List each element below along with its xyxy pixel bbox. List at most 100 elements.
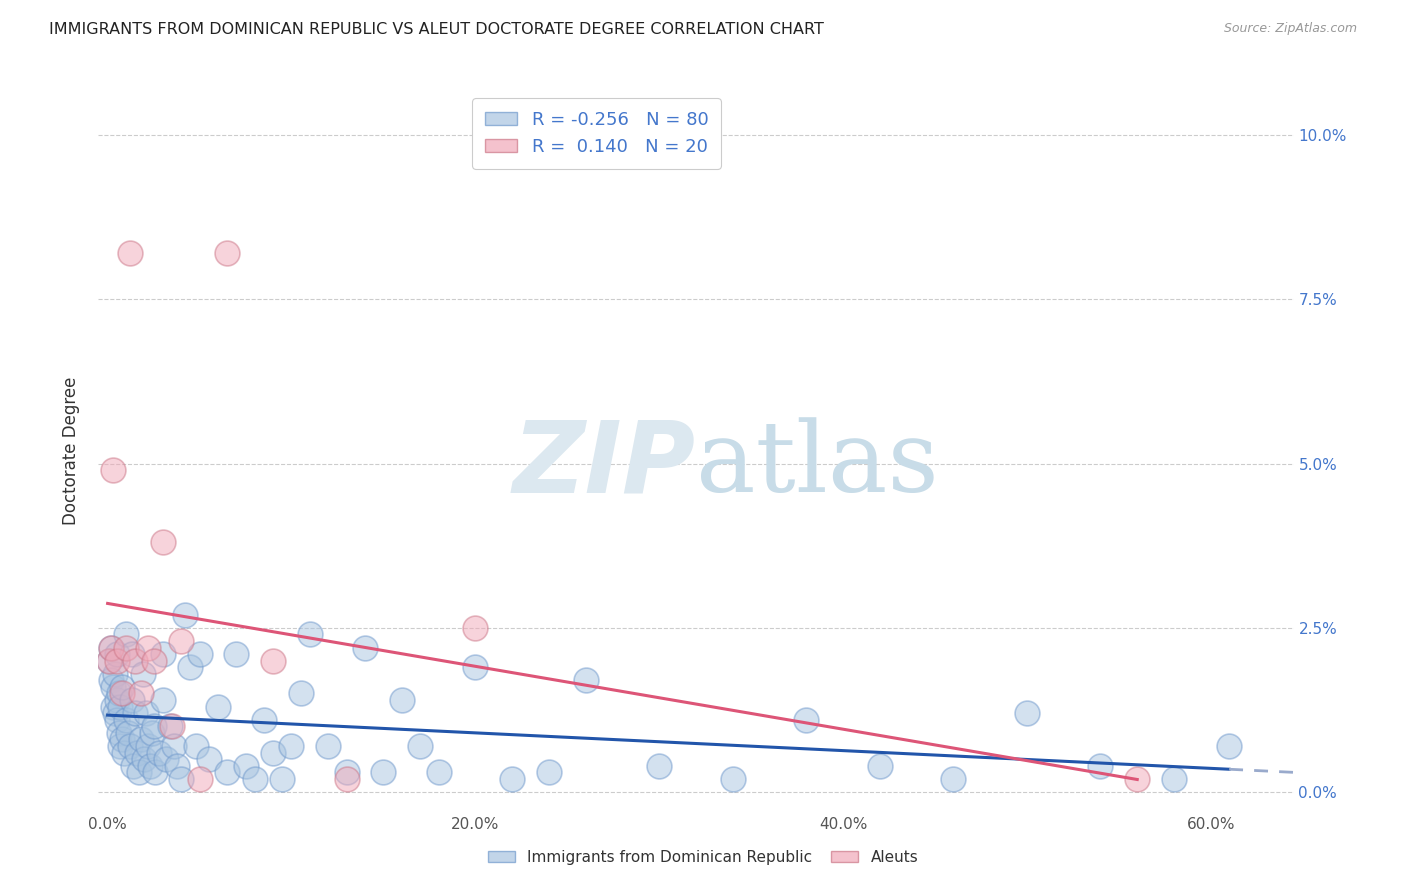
Point: [142, 719, 165, 733]
Point: [537, 765, 560, 780]
Point: [121, 693, 143, 707]
Point: [101, 680, 124, 694]
Point: [111, 686, 134, 700]
Legend: R = -0.256   N = 80, R =  0.140   N = 20: R = -0.256 N = 80, R = 0.140 N = 20: [472, 98, 721, 169]
Point: [145, 765, 167, 780]
Point: [262, 654, 284, 668]
Point: [100, 640, 122, 655]
Point: [464, 660, 486, 674]
Point: [648, 758, 671, 772]
Point: [794, 713, 817, 727]
Point: [336, 765, 359, 780]
Point: [464, 621, 486, 635]
Point: [125, 746, 148, 760]
Point: [170, 634, 193, 648]
Point: [115, 713, 138, 727]
Point: [1163, 772, 1185, 786]
Point: [118, 739, 141, 753]
Point: [148, 746, 170, 760]
Point: [217, 246, 239, 260]
Point: [134, 752, 156, 766]
Point: [105, 647, 128, 661]
Point: [101, 463, 124, 477]
Point: [409, 739, 432, 753]
Point: [117, 726, 139, 740]
Point: [280, 739, 302, 753]
Point: [1218, 739, 1240, 753]
Point: [124, 706, 146, 721]
Point: [262, 746, 284, 760]
Point: [107, 686, 129, 700]
Point: [188, 772, 211, 786]
Point: [118, 246, 141, 260]
Point: [225, 647, 247, 661]
Point: [575, 673, 598, 688]
Point: [129, 686, 152, 700]
Point: [271, 772, 294, 786]
Text: atlas: atlas: [696, 417, 939, 513]
Point: [112, 746, 135, 760]
Point: [124, 654, 146, 668]
Point: [427, 765, 450, 780]
Point: [105, 693, 128, 707]
Point: [122, 758, 145, 772]
Point: [136, 640, 159, 655]
Point: [298, 627, 321, 641]
Point: [163, 739, 186, 753]
Point: [131, 666, 153, 681]
Point: [1126, 772, 1149, 786]
Point: [316, 739, 339, 753]
Point: [104, 666, 127, 681]
Point: [152, 693, 174, 707]
Point: [721, 772, 744, 786]
Point: [152, 647, 174, 661]
Point: [391, 693, 413, 707]
Point: [354, 640, 377, 655]
Point: [139, 758, 162, 772]
Point: [135, 706, 157, 721]
Point: [179, 660, 201, 674]
Point: [869, 758, 891, 772]
Point: [104, 706, 127, 721]
Text: ZIP: ZIP: [513, 417, 696, 514]
Point: [173, 607, 195, 622]
Point: [184, 739, 207, 753]
Point: [197, 752, 219, 766]
Point: [373, 765, 395, 780]
Point: [105, 654, 128, 668]
Point: [98, 654, 121, 668]
Point: [128, 765, 150, 780]
Point: [107, 726, 129, 740]
Point: [1015, 706, 1038, 721]
Point: [110, 739, 132, 753]
Point: [942, 772, 965, 786]
Point: [136, 739, 159, 753]
Point: [100, 673, 122, 688]
Point: [121, 647, 143, 661]
Point: [243, 772, 266, 786]
Point: [336, 772, 359, 786]
Point: [115, 640, 138, 655]
Point: [159, 719, 181, 733]
Point: [115, 627, 138, 641]
Point: [98, 654, 121, 668]
Point: [111, 732, 134, 747]
Point: [160, 719, 183, 733]
Point: [142, 654, 165, 668]
Point: [501, 772, 523, 786]
Point: [101, 699, 124, 714]
Y-axis label: Doctorate Degree: Doctorate Degree: [62, 376, 80, 524]
Point: [105, 713, 128, 727]
Point: [129, 732, 152, 747]
Point: [253, 713, 276, 727]
Point: [152, 535, 174, 549]
Point: [235, 758, 257, 772]
Point: [207, 699, 229, 714]
Point: [188, 647, 211, 661]
Point: [166, 758, 188, 772]
Point: [1090, 758, 1112, 772]
Point: [290, 686, 312, 700]
Point: [110, 699, 132, 714]
Point: [217, 765, 239, 780]
Legend: Immigrants from Dominican Republic, Aleuts: Immigrants from Dominican Republic, Aleu…: [482, 844, 924, 871]
